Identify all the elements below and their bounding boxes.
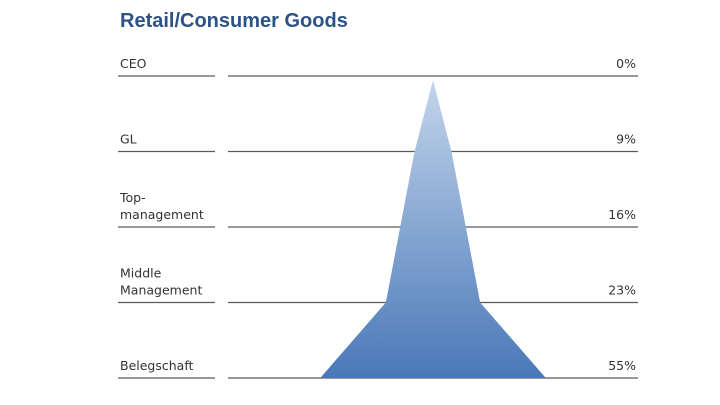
chart-title: Retail/Consumer Goods — [120, 10, 348, 32]
value-label: 23% — [608, 283, 636, 298]
category-label: GL — [120, 132, 137, 147]
category-label: Belegschaft — [120, 358, 194, 373]
value-label: 16% — [608, 207, 636, 222]
pyramid-segment — [320, 302, 546, 378]
pyramid-segment — [385, 227, 481, 303]
pyramid-segment — [400, 151, 466, 227]
category-label: CEO — [120, 56, 147, 71]
category-label: Top-management — [119, 190, 204, 222]
pyramid-segment — [414, 80, 452, 152]
category-label: Middle Management — [120, 266, 202, 298]
value-label: 0% — [616, 56, 636, 71]
value-label: 55% — [608, 358, 636, 373]
value-label: 9% — [616, 132, 636, 147]
